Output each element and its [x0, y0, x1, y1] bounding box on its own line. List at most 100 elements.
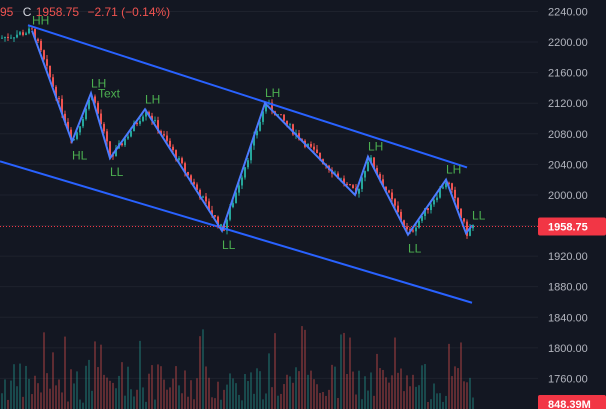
volume-bar	[148, 373, 150, 409]
pivot-label: HL	[72, 148, 88, 162]
candle-body	[349, 184, 351, 186]
pivot-label: LL	[472, 209, 486, 223]
candle-body	[286, 120, 288, 125]
volume-bar	[127, 366, 129, 409]
candle-body	[199, 189, 201, 198]
volume-bar	[427, 402, 429, 409]
candle-body	[208, 201, 210, 211]
candle-body	[58, 98, 60, 100]
volume-bar	[373, 395, 375, 409]
candle-body	[352, 185, 354, 189]
candle-body	[244, 167, 246, 178]
volume-bar	[349, 337, 351, 409]
volume-bar	[28, 378, 30, 409]
candle-body	[367, 161, 369, 172]
volume-bar	[424, 364, 426, 409]
volume-bar	[292, 382, 294, 409]
volume-bar	[4, 379, 6, 409]
candle-body	[19, 32, 21, 35]
volume-bar	[259, 371, 261, 409]
volume-bar	[31, 394, 33, 409]
volume-bar	[145, 401, 147, 409]
candle-body	[379, 174, 381, 180]
zigzag-path[interactable]	[31, 30, 473, 237]
channel-lower-line[interactable]	[0, 160, 473, 304]
candle-body	[238, 185, 240, 193]
candle-body	[10, 37, 12, 39]
volume-bar	[385, 377, 387, 409]
volume-bar	[439, 393, 441, 409]
candle-body	[427, 208, 429, 211]
volume-bar	[226, 384, 228, 409]
candle-body	[235, 192, 237, 204]
volume-bar	[331, 364, 333, 409]
volume-bar	[178, 385, 180, 409]
volume-bar	[382, 369, 384, 409]
y-tick-label: 2000.00	[548, 190, 588, 202]
candle-body	[436, 197, 438, 201]
candle-body	[130, 131, 132, 137]
candle-body	[451, 183, 453, 190]
candle-body	[106, 131, 108, 142]
candle-body	[232, 203, 234, 208]
volume-bar	[316, 384, 318, 409]
trend-channel[interactable]	[0, 24, 473, 304]
candle-body	[253, 135, 255, 146]
volume-bar	[217, 381, 219, 409]
volume-bar	[175, 366, 177, 409]
volume-bar	[370, 372, 372, 409]
volume-bar	[109, 380, 111, 409]
volume-bar	[43, 332, 45, 409]
volume-bar	[277, 395, 279, 409]
candle-body	[415, 227, 417, 232]
volume-bar	[190, 380, 192, 409]
candle-body	[145, 112, 147, 117]
volume-bar	[457, 368, 459, 409]
volume-bar	[118, 375, 120, 409]
pivot-label: LL	[110, 165, 124, 179]
candle-body	[265, 104, 267, 112]
zigzag-line[interactable]	[31, 30, 473, 237]
volume-bar	[10, 380, 12, 409]
candle-body	[103, 124, 105, 132]
candle-body	[442, 187, 444, 189]
volume-bar	[160, 366, 162, 409]
candle-body	[88, 99, 90, 109]
volume-bar	[106, 377, 108, 409]
volume-bar	[379, 368, 381, 409]
volume-bar	[181, 393, 183, 409]
pivot-label: LH	[145, 92, 160, 106]
volume-bar	[1, 393, 3, 409]
candle-body	[433, 200, 435, 205]
volume-bar	[64, 336, 66, 409]
candle-body	[52, 77, 54, 87]
channel-upper-line[interactable]	[27, 24, 468, 169]
candle-body	[154, 120, 156, 122]
candle-body	[376, 168, 378, 175]
price-axis[interactable]	[538, 0, 606, 409]
candle-body	[142, 116, 144, 122]
volume-bar	[244, 374, 246, 409]
volume-bar	[319, 392, 321, 409]
volume-bar	[388, 382, 390, 409]
volume-bar	[412, 374, 414, 409]
volume-bar	[136, 389, 138, 409]
candle-body	[307, 144, 309, 147]
volume-bar	[16, 386, 18, 409]
volume-bar	[70, 369, 72, 409]
candle-body	[283, 114, 285, 121]
text-annotation[interactable]: Text	[98, 86, 121, 100]
candle-body	[271, 102, 273, 112]
volume-bar	[334, 366, 336, 409]
volume-bar	[295, 367, 297, 409]
volume-bar	[418, 385, 420, 409]
volume-bar	[61, 392, 63, 409]
candle-body	[85, 108, 87, 120]
candle-body	[412, 230, 414, 232]
candle-body	[250, 145, 252, 161]
volume-bar	[7, 399, 9, 409]
volume-bar	[343, 332, 345, 409]
ohlc-tail: 95	[0, 5, 14, 19]
volume-bar	[337, 398, 339, 409]
